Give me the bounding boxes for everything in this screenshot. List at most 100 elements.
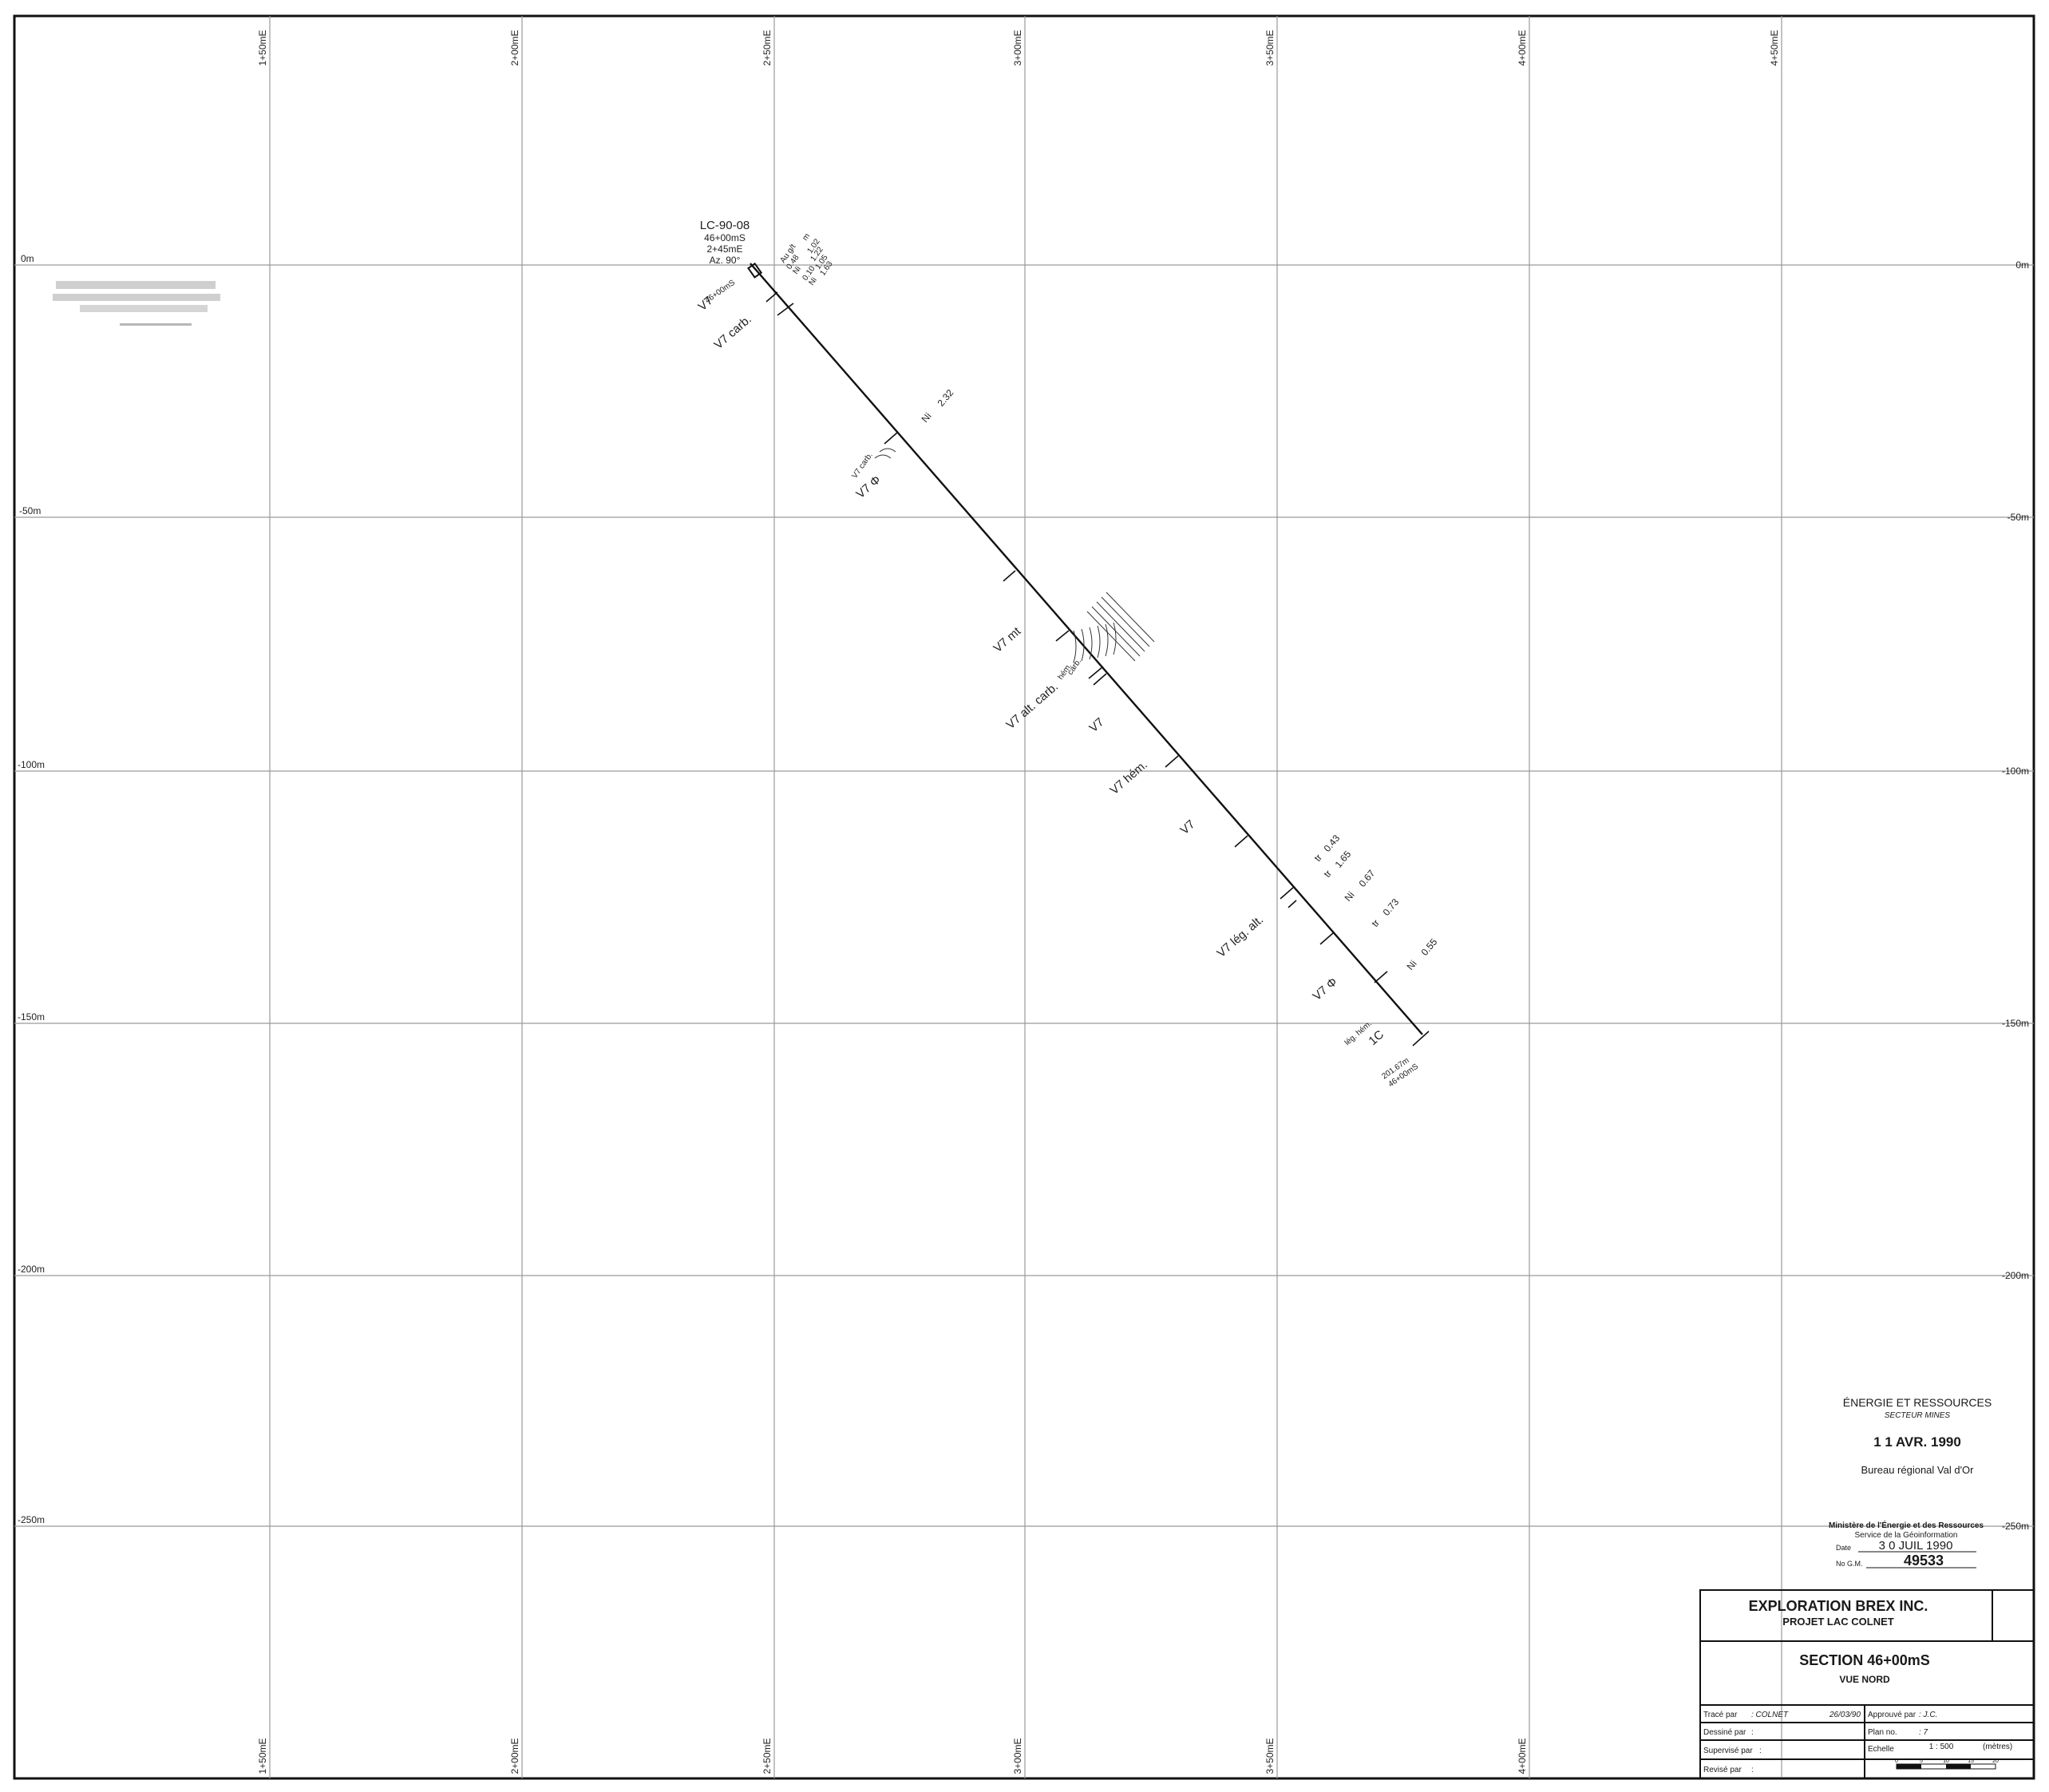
lithology-label: V7 — [1177, 817, 1197, 837]
easting-label: 1+50mE — [257, 1738, 268, 1774]
stamp-line-1: ÉNERGIE ET RESSOURCES — [1843, 1396, 1992, 1409]
elevation-label: -200m — [18, 1264, 45, 1275]
hole-header: LC-90-08 46+00mS 2+45mE Az. 90° — [700, 219, 750, 266]
scale-bar: 0 5 10 15 20 — [1895, 1758, 1999, 1770]
echelle-label: Echelle — [1868, 1745, 1894, 1754]
dessine-label: Dessiné par — [1703, 1728, 1746, 1737]
trace-date: 26/03/90 — [1829, 1711, 1861, 1719]
lithology-label: V7 alt. carb. — [1003, 680, 1061, 732]
lithology-label: V7 Φ — [1310, 975, 1339, 1003]
assay-value: 0.43 — [1322, 833, 1343, 854]
dessine-value: : — [1751, 1728, 1754, 1737]
echelle-value: 1 : 500 — [1929, 1743, 1954, 1751]
section-title: SECTION 46+00mS — [1799, 1652, 1930, 1668]
easting-label: 3+50mE — [1264, 30, 1276, 65]
small-notes: V7 carb. hém. carb. lég. hém. — [850, 451, 1374, 1047]
collar-symbol — [747, 262, 763, 279]
assay-value: 1.65 — [1333, 849, 1354, 870]
interval-ticks — [765, 291, 1430, 1046]
lithology-label: V7 hém. — [1107, 758, 1149, 797]
lithology-labels: V7 V7 carb. V7 Φ V7 mt V7 alt. carb. V7 … — [695, 294, 1386, 1048]
alteration-hatching — [874, 448, 1155, 663]
elevation-label: -100m — [18, 759, 45, 770]
easting-label: 3+00mE — [1012, 30, 1023, 65]
small-note: carb. — [1066, 657, 1083, 677]
revise-label: Revisé par — [1703, 1766, 1742, 1774]
easting-grid — [269, 16, 1782, 1778]
lithology-label: V7 mt — [991, 624, 1023, 655]
approuve-value: : J.C. — [1919, 1711, 1937, 1719]
interval-tick — [1288, 900, 1297, 908]
easting-label: 2+00mE — [509, 30, 520, 65]
project-name: PROJET LAC COLNET — [1782, 1616, 1893, 1628]
company-name: EXPLORATION BREX INC. — [1749, 1598, 1928, 1614]
assay-label: tr — [1322, 868, 1334, 880]
elevation-label: 0m — [21, 253, 34, 264]
ministere-date-label: Date — [1836, 1544, 1851, 1552]
assay-labels: Ni 2.32 tr 0.43 tr 1.65 Ni 0.67 tr 0.73 … — [920, 387, 1440, 972]
scale-tick: 0 — [1895, 1758, 1898, 1764]
scale-tick: 5 — [1920, 1758, 1923, 1764]
scale-tick: 15 — [1968, 1758, 1974, 1764]
easting-label: 4+00mE — [1517, 1738, 1528, 1774]
easting-label: 1+50mE — [257, 30, 268, 65]
collar-assays: Au g/t m 0.48 1.02 Ni 1.22 0.10 1.05 Ni … — [778, 232, 834, 287]
supervise-label: Supervisé par — [1703, 1747, 1753, 1755]
ministere-line-1: Ministère de l'Énergie et des Ressources — [1829, 1520, 1984, 1530]
easting-label: 2+50mE — [761, 1738, 773, 1774]
supervise-value: : — [1759, 1747, 1762, 1755]
interval-tick — [1280, 887, 1294, 900]
trace-par-label: Tracé par — [1703, 1711, 1738, 1719]
hole-azimuth: Az. 90° — [710, 255, 741, 266]
easting-label: 4+50mE — [1769, 30, 1780, 65]
lithology-label: V7 carb. — [711, 313, 754, 352]
elevation-labels-right: 0m -50m -100m -150m -200m -250m — [2002, 259, 2029, 1532]
easting-label: 4+00mE — [1517, 30, 1528, 65]
easting-label: 3+00mE — [1012, 1738, 1023, 1774]
stamp-energie-ressources: ÉNERGIE ET RESSOURCES SECTEUR MINES 1 1 … — [1843, 1396, 1992, 1476]
assay-label: tr — [1312, 852, 1324, 864]
interval-tick — [1003, 570, 1016, 582]
assay-value: 2.32 — [935, 387, 956, 409]
interval-tick — [765, 291, 778, 303]
elevation-label: -50m — [2007, 512, 2029, 523]
elevation-label: 0m — [2015, 259, 2029, 271]
elevation-label: -50m — [19, 505, 41, 516]
elevation-label: -250m — [2002, 1521, 2029, 1532]
map-frame — [13, 14, 2035, 1780]
assay-value: 0.73 — [1381, 896, 1402, 918]
stamp-date: 1 1 AVR. 1990 — [1873, 1434, 1961, 1450]
plan-label: Plan no. — [1868, 1728, 1897, 1737]
end-of-hole-label: 201.67m 46+00mS — [1380, 1056, 1420, 1089]
interval-tick — [1374, 971, 1388, 983]
ministere-date-value: 3 0 JUIL 1990 — [1879, 1539, 1953, 1553]
assay-label: tr — [1370, 917, 1382, 929]
echelle-unit: (mètres) — [1983, 1743, 2012, 1751]
trace-par-value: : COLNET — [1751, 1711, 1789, 1719]
collar-assay: m — [801, 232, 812, 243]
easting-label: 2+00mE — [509, 1738, 520, 1774]
interval-tick — [777, 303, 794, 316]
easting-label: 2+50mE — [761, 30, 773, 65]
scale-tick: 10 — [1943, 1758, 1949, 1764]
interval-tick — [1165, 755, 1179, 768]
elevation-label: -150m — [18, 1011, 45, 1023]
interval-tick — [1234, 835, 1248, 848]
ministere-ng-label: No G.M. — [1836, 1560, 1863, 1568]
elevation-labels-left: 0m -50m -100m -150m -200m -250m — [18, 253, 45, 1525]
plan-value: : 7 — [1919, 1728, 1928, 1737]
elevation-label: -150m — [2002, 1018, 2029, 1029]
assay-value: 0.55 — [1419, 936, 1440, 958]
view-title: VUE NORD — [1839, 1674, 1890, 1685]
ministere-ng-value: 49533 — [1904, 1553, 1944, 1568]
easting-labels-bottom: 1+50mE 2+00mE 2+50mE 3+00mE 3+50mE 4+00m… — [257, 1738, 1528, 1774]
assay-label: Ni — [1343, 889, 1357, 904]
elevation-label: -250m — [18, 1514, 45, 1525]
approuve-label: Approuvé par — [1868, 1711, 1916, 1719]
easting-labels-top: 1+50mE 2+00mE 2+50mE 3+00mE 3+50mE 4+00m… — [257, 30, 1780, 65]
easting-label: 3+50mE — [1264, 1738, 1276, 1774]
interval-tick — [1093, 673, 1107, 686]
interval-tick — [1088, 666, 1104, 679]
stamp-office: Bureau régional Val d'Or — [1861, 1464, 1975, 1476]
scale-tick: 20 — [1992, 1758, 1999, 1764]
